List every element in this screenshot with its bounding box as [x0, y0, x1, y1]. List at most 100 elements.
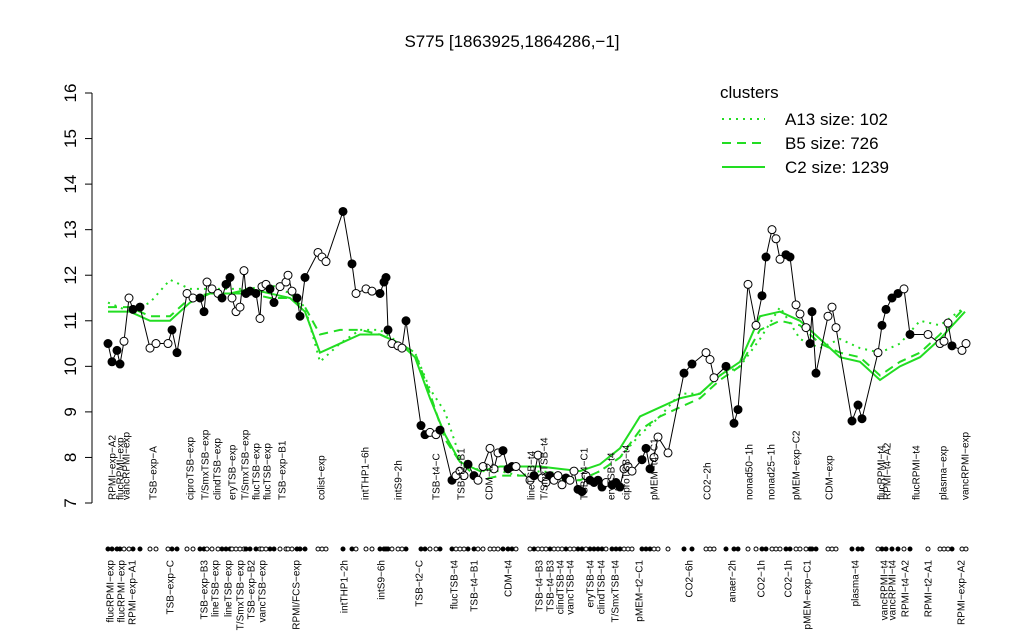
bottom-label: RPMI−exp−A2: [957, 560, 968, 625]
sample-rug: [491, 546, 497, 552]
sample-point: [124, 293, 134, 303]
sample-rug: [583, 546, 589, 552]
top-label: vancRPMI−exp: [961, 431, 972, 500]
sample-rug: [937, 546, 943, 552]
sample-rug: [575, 546, 581, 552]
sample-rug: [229, 546, 235, 552]
sample-point: [207, 284, 217, 294]
sample-rug: [777, 546, 783, 552]
sample-rug: [349, 546, 355, 552]
sample-point: [541, 478, 551, 487]
bottom-label: lineTSB−exp: [211, 560, 222, 617]
sample-rug: [855, 546, 861, 552]
sample-rug: [551, 546, 557, 552]
sample-point: [292, 293, 302, 303]
legend-label: B5 size: 726: [785, 134, 879, 153]
sample-point: [577, 487, 587, 497]
sample-point: [637, 455, 647, 465]
sample-point: [351, 288, 361, 298]
sample-rug: [629, 546, 635, 552]
sample-rug: [233, 546, 239, 552]
sample-rug: [793, 546, 799, 552]
sample-rug: [285, 546, 291, 552]
y-tick-label: 16: [61, 84, 80, 103]
sample-rug: [963, 546, 969, 552]
sample-point: [239, 266, 249, 276]
sample-rug: [783, 546, 789, 552]
sample-rug: [579, 546, 585, 552]
sample-rug: [353, 546, 359, 552]
sample-point: [733, 405, 743, 415]
bottom-label: RPMI−exp−A1: [128, 560, 139, 625]
sample-point: [235, 302, 245, 312]
top-label: flucRPMI−exp: [116, 437, 127, 500]
sample-point: [887, 293, 897, 303]
sample-point: [225, 273, 235, 282]
y-tick-label: 11: [61, 312, 80, 330]
sample-rug: [385, 546, 391, 552]
sample-point: [687, 359, 697, 369]
sample-rug: [461, 546, 467, 552]
sample-point: [729, 418, 739, 428]
sample-point: [743, 279, 753, 289]
sample-point: [923, 329, 933, 339]
sample-rug: [547, 546, 553, 552]
sample-rug: [883, 546, 889, 552]
sample-point: [489, 464, 499, 474]
bottom-label: intTHP1−2h: [340, 560, 351, 613]
top-label: TSB−t4−C1: [580, 447, 591, 500]
sample-point: [397, 343, 407, 353]
sample-point: [251, 288, 261, 298]
sample-point: [721, 361, 731, 371]
sample-rug: [184, 546, 190, 552]
sample-point: [771, 234, 781, 244]
sample-rug: [879, 546, 885, 552]
top-label: nonad25−1h: [767, 444, 778, 500]
sample-point: [435, 425, 445, 435]
sample-rug: [399, 546, 405, 552]
bottom-label: TSB−t4−B1: [470, 560, 481, 612]
sample-point: [553, 471, 563, 481]
sample-rug: [539, 546, 545, 552]
sample-point: [107, 357, 117, 367]
sample-point: [265, 284, 275, 294]
sample-point: [961, 339, 971, 349]
bottom-label: lineTSB−exp: [224, 560, 235, 617]
sample-point: [795, 309, 805, 319]
sample-rug: [315, 546, 321, 552]
sample-point: [227, 293, 237, 303]
sample-rug: [190, 546, 196, 552]
sample-rug: [204, 546, 210, 552]
bottom-label: RPMI−t4−A2: [901, 560, 912, 618]
sample-point: [295, 311, 305, 321]
sample-point: [145, 343, 155, 353]
sample-point: [893, 288, 903, 298]
bottom-label: RPMI/FCS−exp: [292, 560, 303, 630]
sample-rug: [247, 546, 253, 552]
sample-rug: [174, 546, 180, 552]
sample-point: [269, 298, 279, 308]
sample-point: [478, 462, 488, 472]
cluster-line: [108, 287, 966, 473]
y-tick-label: 15: [61, 129, 80, 148]
sample-rug: [277, 546, 283, 552]
sample-rug: [126, 546, 132, 552]
sample-point: [533, 450, 543, 460]
sample-rug: [197, 546, 203, 552]
top-label: pMEM−t4−C1: [650, 438, 661, 500]
top-label: nonad50−1h: [745, 444, 756, 500]
sample-rug: [471, 546, 477, 552]
top-label: flucTSB−exp: [252, 443, 263, 500]
y-tick-label: 7: [61, 498, 80, 507]
bottom-label: intS9−6h: [377, 560, 388, 600]
sample-rug: [763, 546, 769, 552]
sample-point: [905, 329, 915, 339]
sample-point: [881, 304, 891, 314]
sample-rug: [813, 546, 819, 552]
sample-rug: [655, 546, 661, 552]
sample-rug: [427, 546, 433, 552]
sample-point: [847, 416, 857, 426]
top-label: ciproTSB−t4: [622, 444, 633, 500]
sample-rug: [153, 546, 159, 552]
top-label: T/SmxTSB−exp: [201, 429, 212, 500]
